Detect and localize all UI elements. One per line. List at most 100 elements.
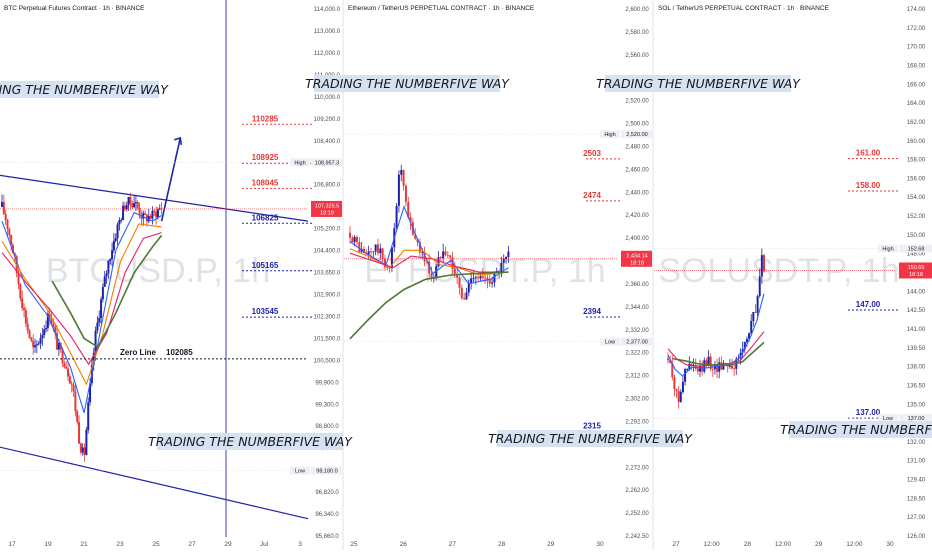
candle-body (85, 429, 88, 455)
candle-body (50, 318, 53, 324)
low-label: Low (295, 469, 305, 475)
candle-body (745, 338, 748, 342)
zero-line-value: 102085 (166, 348, 193, 357)
high-label: High (604, 132, 615, 138)
candle-body (430, 273, 433, 279)
candle-body (107, 260, 110, 274)
banner-bg (497, 430, 683, 447)
candle-body (446, 254, 449, 256)
candle-body (684, 369, 687, 382)
candle-body (65, 367, 68, 369)
candle-body (35, 344, 38, 346)
candle-body (144, 213, 147, 215)
y-tick-label: 132.00 (907, 440, 926, 446)
y-tick-label: 101,500.0 (314, 336, 341, 342)
level-label: 2394 (583, 307, 601, 316)
candle-body (111, 250, 114, 260)
candle-body (701, 366, 704, 372)
candle-body (367, 251, 370, 255)
high-value: 108,957.3 (315, 160, 339, 166)
candle-body (147, 216, 150, 222)
chart-title: BTC Perpetual Futures Contract · 1h · BI… (4, 5, 145, 12)
candle-body (671, 362, 674, 378)
y-tick-label: 2,420.00 (625, 213, 649, 219)
candle-body (484, 277, 487, 279)
candle-body (752, 312, 755, 322)
candle-body (722, 363, 725, 370)
candle-body (149, 216, 152, 219)
candle-body (681, 381, 684, 393)
candle-body (28, 330, 31, 338)
y-tick-label: 112,000.0 (314, 51, 341, 57)
y-tick-label: 2,520.00 (625, 99, 649, 105)
candle-body (442, 251, 445, 259)
candle-body (460, 287, 463, 299)
y-tick-label: 166.00 (907, 82, 926, 88)
candle-body (390, 247, 393, 269)
x-tick-label: 12:00 (846, 541, 863, 548)
x-tick-label: Jul (260, 541, 269, 548)
x-tick-label: 25 (152, 541, 160, 548)
high-tag-bg (290, 158, 310, 167)
y-tick-label: 174.00 (907, 7, 926, 13)
y-tick-label: 108,400.0 (314, 139, 341, 145)
y-tick-label: 102,900.0 (314, 292, 341, 298)
x-tick-label: 29 (815, 541, 823, 548)
candle-body (505, 257, 508, 260)
candle-body (123, 205, 126, 210)
y-tick-label: 109,200.0 (314, 117, 341, 123)
candle-body (731, 365, 733, 369)
candle-body (486, 277, 489, 281)
y-tick-label: 99,900.0 (315, 380, 339, 386)
x-tick-label: 12:00 (704, 541, 721, 548)
x-tick-label: 27 (672, 541, 680, 548)
candle-body (696, 368, 699, 372)
candle-body (754, 312, 757, 313)
candle-body (155, 211, 158, 218)
y-tick-label: 126.00 (907, 534, 926, 540)
y-tick-label: 102,300.0 (314, 314, 341, 320)
chart-title: Ethereum / TetherUS PERPETUAL CONTRACT ·… (348, 5, 535, 12)
x-tick-label: 27 (449, 541, 457, 548)
y-tick-label: 154.00 (907, 195, 926, 201)
y-tick-label: 172.00 (907, 26, 926, 32)
y-tick-label: 2,252.00 (625, 511, 649, 517)
last-price-countdown: 18:19 (320, 210, 334, 216)
candle-body (500, 262, 503, 274)
candle-body (158, 208, 161, 210)
y-tick-label: 150.00 (907, 233, 926, 239)
banner-text: TRADING THE NUMBERFIVE WAY (780, 422, 932, 437)
candle-body (353, 237, 356, 243)
y-tick-label: 129.40 (907, 478, 926, 484)
candle-body (673, 377, 676, 389)
candle-body (456, 273, 459, 278)
low-value: 98,180.0 (316, 469, 337, 475)
candle-body (81, 447, 84, 453)
y-tick-label: 148.00 (907, 252, 926, 258)
y-tick-label: 127.00 (907, 515, 926, 521)
y-tick-label: 164.00 (907, 101, 926, 107)
candle-body (444, 251, 447, 255)
last-price-countdown: 18:18 (909, 272, 923, 278)
x-tick-label: 26 (400, 541, 408, 548)
banner-bg (789, 421, 932, 438)
banner-text: TRADING THE NUMBERFIVE WAY (148, 434, 353, 449)
candle-body (699, 366, 701, 372)
candle-body (421, 252, 424, 254)
last-price-value: 107,325.5 (315, 203, 339, 209)
y-tick-label: 2,262.00 (625, 488, 649, 494)
y-tick-label: 144.00 (907, 289, 926, 295)
candle-body (98, 317, 101, 323)
candle-body (78, 422, 81, 444)
banner-text: TRADING THE NUMBERFIVE WAY (596, 76, 801, 91)
candle-body (72, 384, 75, 392)
candle-body (381, 248, 384, 260)
candle-body (470, 278, 473, 283)
y-tick-label: 136.50 (907, 383, 926, 389)
candle-body (349, 232, 351, 238)
candle-body (677, 390, 680, 402)
y-tick-label: 2,344.00 (625, 305, 649, 311)
y-tick-label: 114,000.0 (314, 7, 341, 13)
candle-body (355, 237, 358, 242)
candle-body (418, 242, 421, 253)
